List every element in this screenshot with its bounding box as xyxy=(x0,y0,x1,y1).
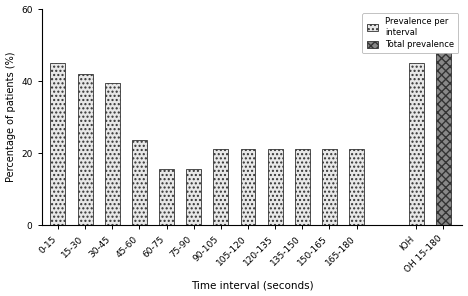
Bar xyxy=(241,149,256,225)
Bar xyxy=(78,74,93,225)
Bar xyxy=(186,169,201,225)
Y-axis label: Percentage of patients (%): Percentage of patients (%) xyxy=(6,52,15,182)
Bar xyxy=(409,63,424,225)
Bar xyxy=(159,169,174,225)
Bar xyxy=(105,83,120,225)
Bar xyxy=(268,149,283,225)
X-axis label: Time interval (seconds): Time interval (seconds) xyxy=(191,280,314,290)
Bar xyxy=(322,149,337,225)
Bar xyxy=(436,45,451,225)
Bar xyxy=(213,149,228,225)
Legend: Prevalence per
interval, Total prevalence: Prevalence per interval, Total prevalenc… xyxy=(363,13,458,53)
Bar xyxy=(51,63,66,225)
Bar xyxy=(349,149,364,225)
Bar xyxy=(132,141,147,225)
Bar xyxy=(295,149,310,225)
